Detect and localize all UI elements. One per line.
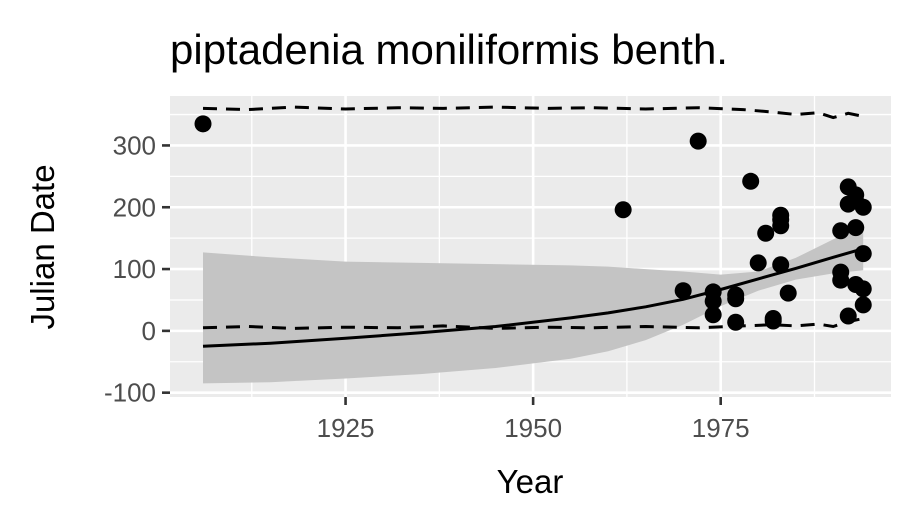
data-point <box>832 222 850 240</box>
data-points <box>194 115 872 331</box>
x-tick-label: 1950 <box>504 413 562 443</box>
data-point <box>832 271 850 289</box>
y-tick-label: 200 <box>113 192 156 222</box>
y-tick-label: 300 <box>113 130 156 160</box>
data-point <box>764 312 782 330</box>
data-point <box>727 313 745 331</box>
y-tick-label: 100 <box>113 254 156 284</box>
data-point <box>772 217 790 235</box>
data-point <box>839 307 857 325</box>
y-tick-label: 0 <box>142 316 156 346</box>
x-tick-label: 1925 <box>317 413 375 443</box>
data-point <box>854 198 872 216</box>
data-point <box>854 296 872 314</box>
data-point <box>194 115 212 133</box>
upper-dashed-line <box>202 105 864 120</box>
x-axis-title: Year <box>497 463 564 500</box>
y-axis-title: Julian Date <box>24 164 61 329</box>
data-point <box>704 292 722 310</box>
data-point <box>854 245 872 263</box>
x-tick-label: 1975 <box>692 413 750 443</box>
data-point <box>704 306 722 324</box>
y-tick-label: -100 <box>104 378 156 408</box>
data-point <box>854 280 872 298</box>
chart-title: piptadenia moniliformis benth. <box>170 26 728 73</box>
data-point <box>614 201 632 219</box>
data-point <box>674 282 692 300</box>
data-point <box>847 219 865 237</box>
confidence-ribbon <box>203 224 864 384</box>
data-point <box>727 290 745 308</box>
data-point <box>749 254 767 272</box>
y-axis: -100 0 100 200 300 <box>104 130 170 408</box>
lower-dashed-line <box>202 317 864 330</box>
x-axis: 1925 1950 1975 <box>317 397 750 443</box>
data-point <box>689 132 707 150</box>
data-point <box>757 224 775 242</box>
data-point <box>742 172 760 190</box>
data-point <box>772 256 790 274</box>
fit-line <box>202 247 864 348</box>
data-point <box>779 284 797 302</box>
